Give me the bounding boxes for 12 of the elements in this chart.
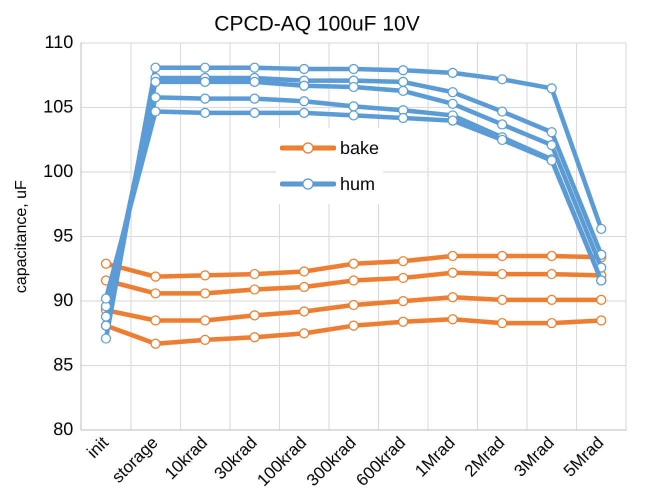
y-tick-label: 100 (43, 161, 74, 182)
legend-label: bake (340, 138, 380, 158)
y-tick-label: 90 (53, 290, 74, 310)
y-tick-label: 95 (53, 226, 74, 246)
y-tick-label: 105 (43, 96, 74, 117)
chart-title: CPCD-AQ 100uF 10V (214, 12, 420, 36)
x-tick-label: init (83, 432, 112, 462)
legend-label: hum (340, 174, 376, 194)
y-tick-label: 110 (44, 32, 74, 52)
y-tick-label: 80 (53, 419, 74, 440)
y-tick-label: 85 (53, 354, 74, 375)
y-axis-title: capacitance, uF (13, 180, 30, 294)
